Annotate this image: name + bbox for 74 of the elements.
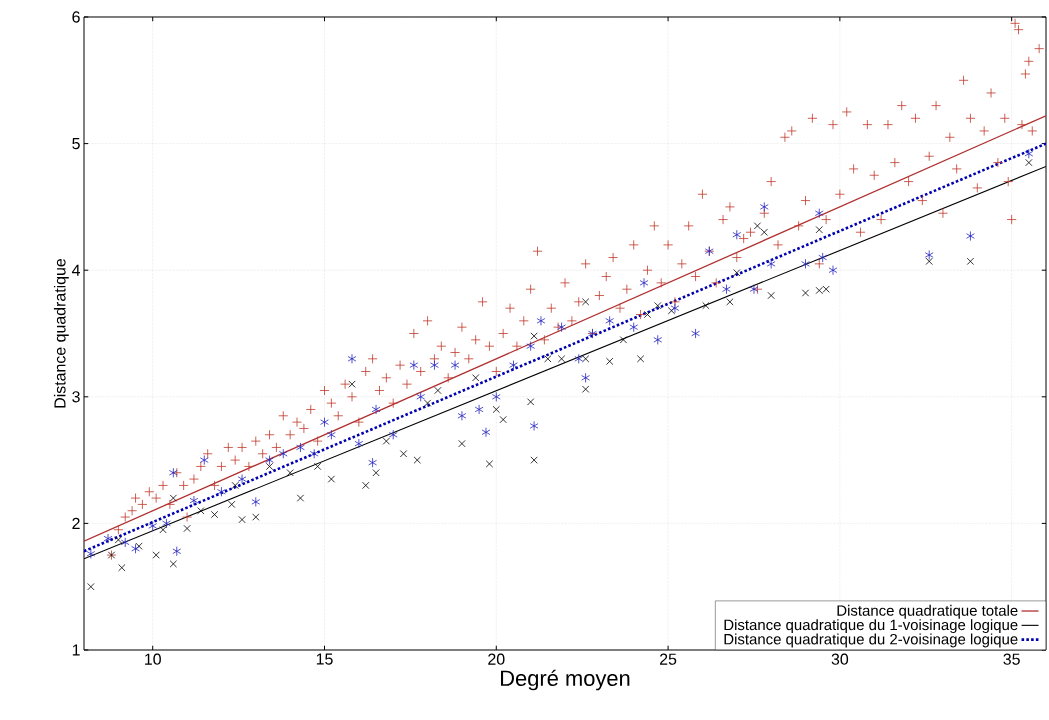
y-tick-label: 3 [72,391,80,403]
point [557,322,566,333]
point [388,429,398,440]
point [653,334,663,345]
point [450,360,460,371]
point [605,315,615,326]
point [691,328,700,339]
point [296,442,305,453]
point [189,495,199,506]
point [86,548,96,559]
point [828,265,838,276]
legend-label: Distance quadratique totale [837,604,1018,619]
point [409,360,419,371]
point [251,496,261,507]
point [629,322,639,333]
point [148,520,158,531]
point [327,429,336,440]
x-tick-label: 35 [1003,653,1020,665]
y-axis-title: Distance quadratique [53,258,69,408]
point [265,455,274,466]
point [574,353,584,364]
point [639,277,649,288]
point [120,537,130,548]
point [217,486,226,497]
point [801,258,810,269]
point [529,420,539,431]
point [814,208,824,219]
legend-label: Distance quadratique du 2-voisinage logique [724,633,1018,648]
point [670,303,680,314]
point [966,231,975,241]
point [474,404,484,415]
x-axis-title: Degré moyen [501,669,630,691]
point [1024,148,1034,159]
point [766,258,776,269]
point [416,391,426,402]
point [457,410,467,421]
x-tick-label: 15 [316,653,333,665]
point [237,474,247,485]
point [581,372,590,383]
point [371,404,381,415]
point [732,229,742,240]
point [162,518,171,529]
point [368,457,377,468]
point [536,315,546,326]
point [526,341,536,352]
point [722,284,731,295]
point [347,353,357,364]
y-tick-label: 2 [72,517,80,529]
y-tick-label: 1 [72,644,80,656]
x-tick-label: 30 [831,653,849,665]
point [818,252,828,263]
legend-label: Distance quadratique du 1-voisinage logique [724,619,1018,634]
point [481,427,491,438]
x-tick-label: 20 [488,653,505,665]
point [131,543,140,554]
point [354,438,364,449]
point [491,391,501,402]
point [759,201,769,212]
point [172,546,182,557]
point [320,417,329,428]
point [430,360,439,371]
x-tick-label: 10 [145,653,161,665]
point [924,250,934,260]
point [278,448,288,459]
point [199,455,209,466]
x-tick-label: 25 [660,653,677,665]
point [103,533,113,544]
y-tick-label: 4 [71,264,81,276]
point [749,284,759,295]
point [168,467,178,478]
point [309,448,319,459]
point [509,360,518,371]
y-tick-label: 5 [72,138,80,150]
y-tick-label: 6 [72,11,80,23]
